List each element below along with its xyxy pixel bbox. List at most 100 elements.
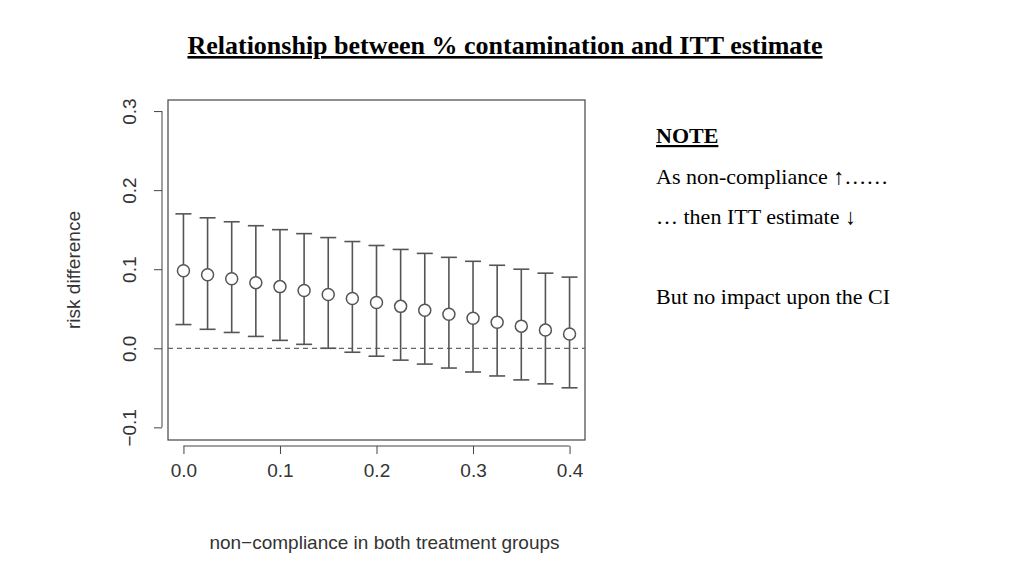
point bbox=[371, 296, 383, 308]
error-bar-cap-upper bbox=[562, 276, 578, 278]
error-bar-cap-upper bbox=[393, 249, 409, 251]
error-bar-cap-upper bbox=[296, 233, 312, 235]
error-bar bbox=[175, 214, 191, 325]
error-bar-cap-upper bbox=[175, 213, 191, 215]
y-tick-label: 0.2 bbox=[119, 177, 140, 203]
x-tick-mark bbox=[280, 446, 281, 454]
y-tick: 0.2 bbox=[119, 177, 162, 203]
error-bar-cap-lower bbox=[562, 387, 578, 389]
point bbox=[202, 269, 214, 281]
error-bar bbox=[344, 242, 360, 353]
x-tick-label: 0.1 bbox=[267, 460, 293, 481]
y-axis-title: risk difference bbox=[63, 211, 84, 329]
error-bar-cap-lower bbox=[537, 383, 553, 385]
error-bar bbox=[441, 257, 457, 368]
error-bar-cap-lower bbox=[393, 359, 409, 361]
error-bar-cap-lower bbox=[296, 344, 312, 346]
point bbox=[346, 292, 358, 304]
error-bar bbox=[465, 261, 481, 372]
title: Relationship between % contamination and… bbox=[187, 31, 822, 60]
annotation: As non-compliance ↑…… bbox=[656, 164, 888, 189]
plot-area bbox=[168, 214, 585, 388]
error-bar-cap-upper bbox=[369, 245, 385, 247]
error-bar bbox=[369, 245, 385, 356]
error-bar-cap-upper bbox=[224, 221, 240, 223]
error-bar-cap-lower bbox=[200, 329, 216, 331]
y-tick-label: 0.0 bbox=[119, 336, 140, 362]
point bbox=[515, 320, 527, 332]
annotation: But no impact upon the CI bbox=[656, 284, 890, 309]
error-bar-cap-lower bbox=[344, 351, 360, 353]
x-tick-label: 0.0 bbox=[171, 460, 197, 481]
y-tick-mark bbox=[154, 111, 162, 112]
error-bar bbox=[272, 230, 288, 341]
x-tick-label: 0.3 bbox=[460, 460, 486, 481]
error-bar-cap-lower bbox=[417, 363, 433, 365]
error-bar-cap-upper bbox=[513, 268, 529, 270]
point bbox=[226, 273, 238, 285]
point bbox=[250, 277, 262, 289]
error-bar-cap-lower bbox=[175, 324, 191, 326]
error-bar-cap-upper bbox=[489, 264, 505, 266]
y-tick-label: −0.1 bbox=[119, 409, 140, 447]
y-tick-label: 0.1 bbox=[119, 256, 140, 282]
error-bar bbox=[200, 218, 216, 329]
x-tick-mark bbox=[473, 446, 474, 454]
x-tick: 0.3 bbox=[460, 446, 486, 481]
point bbox=[298, 285, 310, 297]
x-tick-mark bbox=[183, 446, 184, 454]
error-bar bbox=[296, 234, 312, 345]
point bbox=[177, 265, 189, 277]
x-tick: 0.0 bbox=[171, 446, 197, 481]
point bbox=[443, 308, 455, 320]
error-bar bbox=[224, 222, 240, 333]
series bbox=[175, 214, 577, 388]
error-bar-cap-lower bbox=[248, 336, 264, 338]
error-bar-cap-upper bbox=[248, 225, 264, 227]
y-tick-label: 0.3 bbox=[119, 98, 140, 124]
point bbox=[564, 328, 576, 340]
y-tick: 0.0 bbox=[119, 336, 162, 362]
error-bar-cap-lower bbox=[465, 371, 481, 373]
error-bar-cap-lower bbox=[224, 332, 240, 334]
y-tick: −0.1 bbox=[119, 409, 162, 447]
y-tick-mark bbox=[154, 190, 162, 191]
x-tick: 0.1 bbox=[267, 446, 293, 481]
error-bar-cap-upper bbox=[465, 261, 481, 263]
plot-frame bbox=[168, 100, 585, 440]
error-bar bbox=[417, 253, 433, 364]
point bbox=[395, 300, 407, 312]
x-tick-mark bbox=[377, 446, 378, 454]
error-bar bbox=[248, 226, 264, 337]
point bbox=[274, 281, 286, 293]
point bbox=[539, 324, 551, 336]
y-tick-mark bbox=[154, 269, 162, 270]
chart: Relationship between % contamination and… bbox=[0, 0, 1024, 576]
y-tick: 0.1 bbox=[119, 256, 162, 282]
point bbox=[491, 316, 503, 328]
error-bar bbox=[537, 273, 553, 384]
error-bar-cap-upper bbox=[441, 257, 457, 259]
x-tick-label: 0.4 bbox=[557, 460, 584, 481]
error-bar-cap-lower bbox=[513, 379, 529, 381]
point bbox=[322, 289, 334, 301]
error-bar-cap-upper bbox=[200, 217, 216, 219]
error-bar-cap-upper bbox=[344, 241, 360, 243]
x-axis: 0.0 0.1 0.2 0.3 0.4 bbox=[171, 446, 584, 481]
error-bar-cap-upper bbox=[537, 272, 553, 274]
point bbox=[467, 312, 479, 324]
error-bar-cap-upper bbox=[320, 237, 336, 239]
y-tick-mark bbox=[154, 427, 162, 428]
error-bar-cap-lower bbox=[272, 340, 288, 342]
y-axis: −0.1 0.0 0.1 0.2 0.3 bbox=[119, 98, 162, 446]
error-bar bbox=[320, 238, 336, 349]
x-tick-label: 0.2 bbox=[364, 460, 390, 481]
x-tick-mark bbox=[570, 446, 571, 454]
note-title: NOTE bbox=[656, 123, 718, 148]
error-bar-cap-lower bbox=[489, 375, 505, 377]
error-bar-cap-lower bbox=[369, 355, 385, 357]
x-tick: 0.4 bbox=[557, 446, 584, 481]
point bbox=[419, 304, 431, 316]
y-tick-mark bbox=[154, 348, 162, 349]
error-bar bbox=[562, 277, 578, 388]
